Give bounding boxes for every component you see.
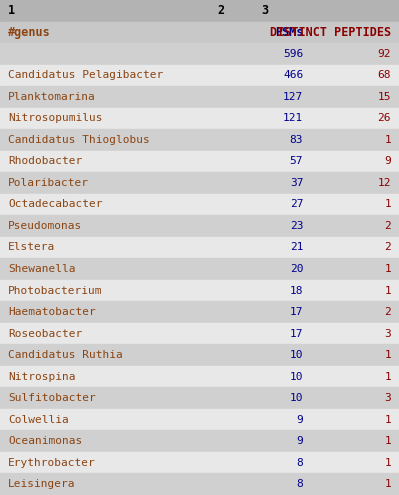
Text: 1: 1	[384, 372, 391, 382]
Bar	[0, 86, 399, 107]
Bar	[0, 64, 399, 86]
Text: 18: 18	[290, 286, 303, 296]
Text: 17: 17	[290, 307, 303, 317]
Text: 466: 466	[283, 70, 303, 80]
Bar	[0, 150, 399, 172]
Bar	[0, 129, 399, 150]
Bar	[0, 323, 399, 345]
Text: 1: 1	[384, 458, 391, 468]
Bar	[0, 0, 399, 21]
Text: 68: 68	[377, 70, 391, 80]
Text: Candidatus Ruthia: Candidatus Ruthia	[8, 350, 123, 360]
Text: 2: 2	[384, 243, 391, 252]
Bar	[0, 107, 399, 129]
Text: 1: 1	[384, 264, 391, 274]
Text: Haematobacter: Haematobacter	[8, 307, 96, 317]
Text: Nitrosopumilus: Nitrosopumilus	[8, 113, 103, 123]
Text: 3: 3	[384, 329, 391, 339]
Text: 9: 9	[296, 436, 303, 446]
Text: Colwellia: Colwellia	[8, 415, 69, 425]
Text: 8: 8	[296, 458, 303, 468]
Text: 3: 3	[261, 4, 269, 17]
Text: Oceanimonas: Oceanimonas	[8, 436, 82, 446]
Text: 20: 20	[290, 264, 303, 274]
Bar	[0, 258, 399, 280]
Text: 10: 10	[290, 393, 303, 403]
Text: Candidatus Thioglobus: Candidatus Thioglobus	[8, 135, 150, 145]
Text: 15: 15	[377, 92, 391, 102]
Text: Roseobacter: Roseobacter	[8, 329, 82, 339]
Text: Leisingera: Leisingera	[8, 479, 75, 489]
Text: 1: 1	[8, 4, 15, 17]
Text: 2: 2	[217, 4, 225, 17]
Text: PSMs: PSMs	[275, 26, 303, 39]
Text: 23: 23	[290, 221, 303, 231]
Bar	[0, 388, 399, 409]
Text: 26: 26	[377, 113, 391, 123]
Text: 1: 1	[384, 199, 391, 209]
Bar	[0, 366, 399, 388]
Text: 596: 596	[283, 49, 303, 59]
Text: Photobacterium: Photobacterium	[8, 286, 103, 296]
Bar	[0, 345, 399, 366]
Text: 37: 37	[290, 178, 303, 188]
Text: 1: 1	[384, 350, 391, 360]
Text: Candidatus Pelagibacter: Candidatus Pelagibacter	[8, 70, 163, 80]
Text: DISTINCT PEPTIDES: DISTINCT PEPTIDES	[270, 26, 391, 39]
Text: 57: 57	[290, 156, 303, 166]
Text: Erythrobacter: Erythrobacter	[8, 458, 96, 468]
Bar	[0, 431, 399, 452]
Text: Elstera: Elstera	[8, 243, 55, 252]
Text: Octadecabacter: Octadecabacter	[8, 199, 103, 209]
Text: #genus: #genus	[8, 26, 51, 39]
Text: Rhodobacter: Rhodobacter	[8, 156, 82, 166]
Bar	[0, 301, 399, 323]
Text: 27: 27	[290, 199, 303, 209]
Text: 83: 83	[290, 135, 303, 145]
Text: 10: 10	[290, 372, 303, 382]
Text: 21: 21	[290, 243, 303, 252]
Text: 3: 3	[384, 393, 391, 403]
Bar	[0, 21, 399, 43]
Text: Pseudomonas: Pseudomonas	[8, 221, 82, 231]
Text: 1: 1	[384, 479, 391, 489]
Text: 2: 2	[384, 307, 391, 317]
Bar	[0, 172, 399, 194]
Text: Nitrospina: Nitrospina	[8, 372, 75, 382]
Text: Shewanella: Shewanella	[8, 264, 75, 274]
Text: 17: 17	[290, 329, 303, 339]
Text: 1: 1	[384, 135, 391, 145]
Bar	[0, 194, 399, 215]
Text: Polaribacter: Polaribacter	[8, 178, 89, 188]
Bar	[0, 43, 399, 64]
Text: 92: 92	[377, 49, 391, 59]
Bar	[0, 409, 399, 431]
Text: Sulfitobacter: Sulfitobacter	[8, 393, 96, 403]
Text: 9: 9	[384, 156, 391, 166]
Bar	[0, 280, 399, 301]
Text: 8: 8	[296, 479, 303, 489]
Bar	[0, 452, 399, 474]
Text: 121: 121	[283, 113, 303, 123]
Text: 1: 1	[384, 436, 391, 446]
Text: 1: 1	[384, 286, 391, 296]
Bar	[0, 215, 399, 237]
Text: 1: 1	[384, 415, 391, 425]
Text: 9: 9	[296, 415, 303, 425]
Text: Planktomarina: Planktomarina	[8, 92, 96, 102]
Bar	[0, 474, 399, 495]
Text: 10: 10	[290, 350, 303, 360]
Text: 127: 127	[283, 92, 303, 102]
Text: 2: 2	[384, 221, 391, 231]
Text: 12: 12	[377, 178, 391, 188]
Bar	[0, 237, 399, 258]
